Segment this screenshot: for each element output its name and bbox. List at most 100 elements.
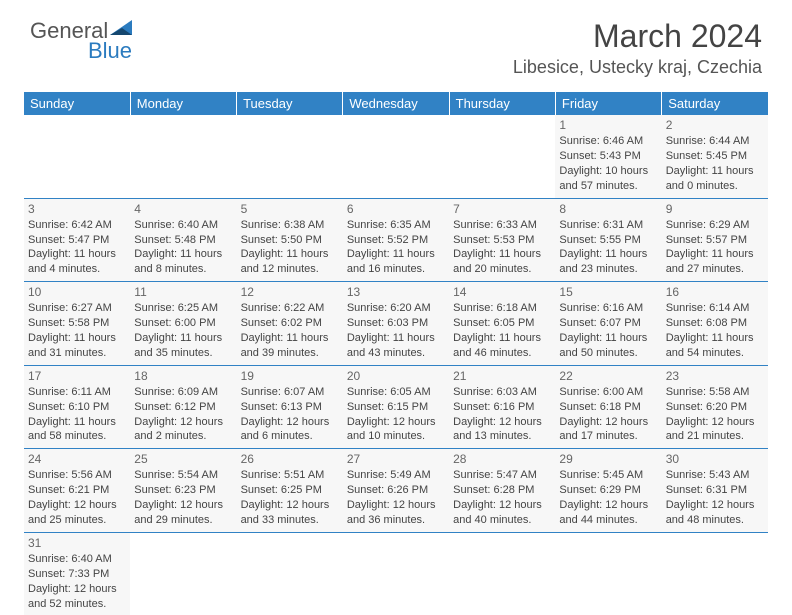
day-number: 21 (453, 368, 551, 384)
daylight-line-1: Daylight: 12 hours (241, 498, 339, 513)
calendar-day-cell: 11Sunrise: 6:25 AMSunset: 6:00 PMDayligh… (130, 282, 236, 366)
sunset-line: Sunset: 6:31 PM (666, 483, 764, 498)
calendar-day-cell: 7Sunrise: 6:33 AMSunset: 5:53 PMDaylight… (449, 198, 555, 282)
daylight-line-2: and 52 minutes. (28, 597, 126, 612)
daylight-line-1: Daylight: 11 hours (666, 247, 764, 262)
daylight-line-2: and 4 minutes. (28, 262, 126, 277)
daylight-line-2: and 48 minutes. (666, 513, 764, 528)
daylight-line-2: and 50 minutes. (559, 346, 657, 361)
calendar-row: 1Sunrise: 6:46 AMSunset: 5:43 PMDaylight… (24, 115, 768, 198)
calendar-day-cell: 6Sunrise: 6:35 AMSunset: 5:52 PMDaylight… (343, 198, 449, 282)
daylight-line-1: Daylight: 11 hours (28, 415, 126, 430)
sunrise-line: Sunrise: 5:51 AM (241, 468, 339, 483)
sunset-line: Sunset: 6:00 PM (134, 316, 232, 331)
sunset-line: Sunset: 6:03 PM (347, 316, 445, 331)
calendar-day-cell: 12Sunrise: 6:22 AMSunset: 6:02 PMDayligh… (237, 282, 343, 366)
sunrise-line: Sunrise: 5:43 AM (666, 468, 764, 483)
sunrise-line: Sunrise: 6:40 AM (28, 552, 126, 567)
calendar-row: 24Sunrise: 5:56 AMSunset: 6:21 PMDayligh… (24, 449, 768, 533)
calendar-table: SundayMondayTuesdayWednesdayThursdayFrid… (24, 92, 768, 615)
daylight-line-2: and 25 minutes. (28, 513, 126, 528)
sunrise-line: Sunrise: 6:35 AM (347, 218, 445, 233)
sunset-line: Sunset: 5:47 PM (28, 233, 126, 248)
day-number: 3 (28, 201, 126, 217)
daylight-line-1: Daylight: 12 hours (28, 498, 126, 513)
sunrise-line: Sunrise: 6:46 AM (559, 134, 657, 149)
sunrise-line: Sunrise: 6:11 AM (28, 385, 126, 400)
sunrise-line: Sunrise: 6:03 AM (453, 385, 551, 400)
sunrise-line: Sunrise: 6:18 AM (453, 301, 551, 316)
daylight-line-1: Daylight: 11 hours (666, 164, 764, 179)
daylight-line-2: and 40 minutes. (453, 513, 551, 528)
sunset-line: Sunset: 6:26 PM (347, 483, 445, 498)
daylight-line-2: and 33 minutes. (241, 513, 339, 528)
daylight-line-1: Daylight: 11 hours (559, 331, 657, 346)
weekday-header: Wednesday (343, 92, 449, 115)
daylight-line-1: Daylight: 12 hours (453, 498, 551, 513)
day-number: 27 (347, 451, 445, 467)
calendar-day-cell: 10Sunrise: 6:27 AMSunset: 5:58 PMDayligh… (24, 282, 130, 366)
calendar-day-cell: 17Sunrise: 6:11 AMSunset: 6:10 PMDayligh… (24, 365, 130, 449)
sunset-line: Sunset: 7:33 PM (28, 567, 126, 582)
sunset-line: Sunset: 6:29 PM (559, 483, 657, 498)
calendar-empty-cell (449, 115, 555, 198)
sunrise-line: Sunrise: 6:40 AM (134, 218, 232, 233)
calendar-row: 10Sunrise: 6:27 AMSunset: 5:58 PMDayligh… (24, 282, 768, 366)
calendar-day-cell: 19Sunrise: 6:07 AMSunset: 6:13 PMDayligh… (237, 365, 343, 449)
sunrise-line: Sunrise: 5:58 AM (666, 385, 764, 400)
day-number: 29 (559, 451, 657, 467)
calendar-body: 1Sunrise: 6:46 AMSunset: 5:43 PMDaylight… (24, 115, 768, 615)
calendar-day-cell: 24Sunrise: 5:56 AMSunset: 6:21 PMDayligh… (24, 449, 130, 533)
sunset-line: Sunset: 5:45 PM (666, 149, 764, 164)
daylight-line-2: and 44 minutes. (559, 513, 657, 528)
sunset-line: Sunset: 5:52 PM (347, 233, 445, 248)
daylight-line-2: and 8 minutes. (134, 262, 232, 277)
weekday-header: Saturday (662, 92, 768, 115)
daylight-line-1: Daylight: 11 hours (347, 247, 445, 262)
calendar-day-cell: 9Sunrise: 6:29 AMSunset: 5:57 PMDaylight… (662, 198, 768, 282)
sunset-line: Sunset: 6:25 PM (241, 483, 339, 498)
calendar-empty-cell (555, 532, 661, 615)
day-number: 6 (347, 201, 445, 217)
day-number: 14 (453, 284, 551, 300)
sunrise-line: Sunrise: 6:05 AM (347, 385, 445, 400)
day-number: 23 (666, 368, 764, 384)
calendar-empty-cell (662, 532, 768, 615)
daylight-line-1: Daylight: 10 hours (559, 164, 657, 179)
calendar-day-cell: 31Sunrise: 6:40 AMSunset: 7:33 PMDayligh… (24, 532, 130, 615)
daylight-line-1: Daylight: 12 hours (134, 415, 232, 430)
header: GeneralBlue March 2024 Libesice, Ustecky… (0, 0, 792, 86)
weekday-header: Thursday (449, 92, 555, 115)
daylight-line-1: Daylight: 11 hours (453, 247, 551, 262)
day-number: 8 (559, 201, 657, 217)
calendar-day-cell: 21Sunrise: 6:03 AMSunset: 6:16 PMDayligh… (449, 365, 555, 449)
sunset-line: Sunset: 5:43 PM (559, 149, 657, 164)
sunset-line: Sunset: 6:07 PM (559, 316, 657, 331)
day-number: 7 (453, 201, 551, 217)
daylight-line-2: and 0 minutes. (666, 179, 764, 194)
sunrise-line: Sunrise: 6:20 AM (347, 301, 445, 316)
sunset-line: Sunset: 6:10 PM (28, 400, 126, 415)
day-number: 20 (347, 368, 445, 384)
day-number: 4 (134, 201, 232, 217)
sunrise-line: Sunrise: 5:54 AM (134, 468, 232, 483)
daylight-line-1: Daylight: 11 hours (134, 331, 232, 346)
daylight-line-2: and 10 minutes. (347, 429, 445, 444)
sunset-line: Sunset: 6:15 PM (347, 400, 445, 415)
calendar-row: 3Sunrise: 6:42 AMSunset: 5:47 PMDaylight… (24, 198, 768, 282)
daylight-line-1: Daylight: 11 hours (241, 331, 339, 346)
sunrise-line: Sunrise: 5:56 AM (28, 468, 126, 483)
location: Libesice, Ustecky kraj, Czechia (513, 57, 762, 78)
daylight-line-2: and 6 minutes. (241, 429, 339, 444)
daylight-line-2: and 39 minutes. (241, 346, 339, 361)
daylight-line-1: Daylight: 12 hours (453, 415, 551, 430)
sunset-line: Sunset: 5:53 PM (453, 233, 551, 248)
calendar-day-cell: 25Sunrise: 5:54 AMSunset: 6:23 PMDayligh… (130, 449, 236, 533)
calendar-day-cell: 5Sunrise: 6:38 AMSunset: 5:50 PMDaylight… (237, 198, 343, 282)
calendar-day-cell: 1Sunrise: 6:46 AMSunset: 5:43 PMDaylight… (555, 115, 661, 198)
sunset-line: Sunset: 6:18 PM (559, 400, 657, 415)
sunset-line: Sunset: 5:48 PM (134, 233, 232, 248)
sunset-line: Sunset: 5:50 PM (241, 233, 339, 248)
daylight-line-1: Daylight: 11 hours (666, 331, 764, 346)
calendar-row: 17Sunrise: 6:11 AMSunset: 6:10 PMDayligh… (24, 365, 768, 449)
